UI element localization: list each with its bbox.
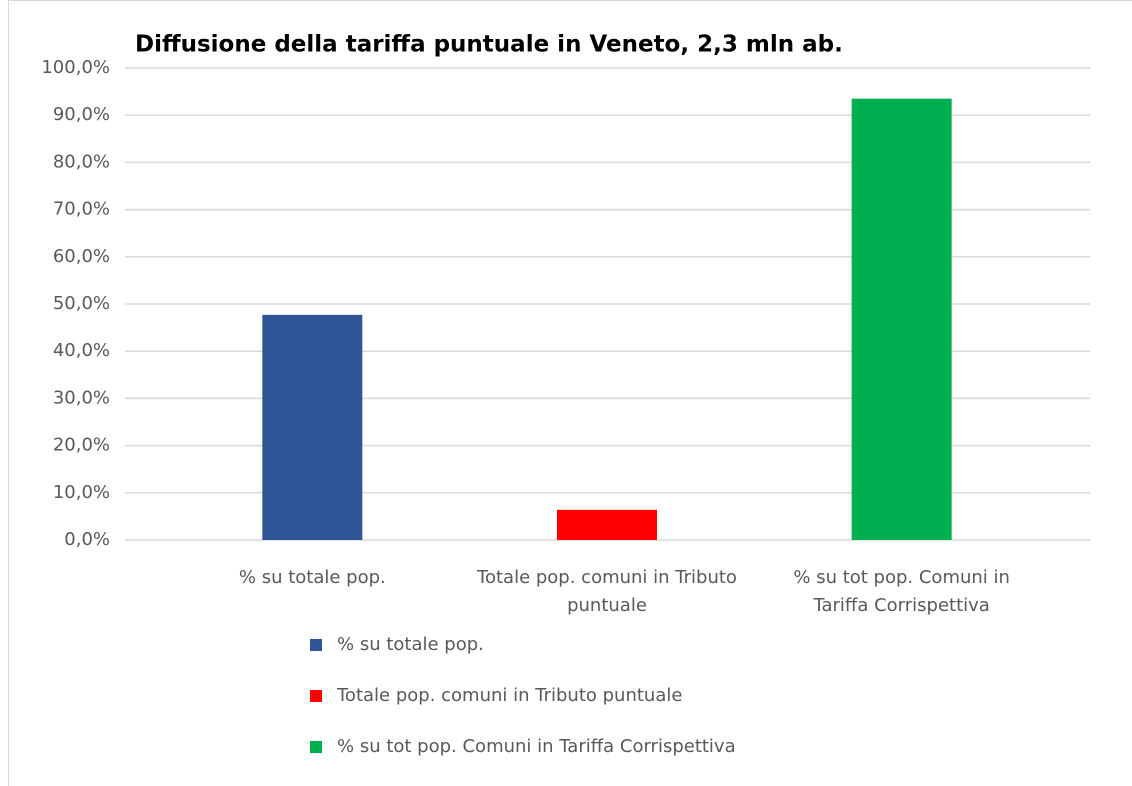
- legend-swatch: [310, 639, 322, 651]
- x-tick-label: % su totale pop.: [238, 567, 386, 588]
- legend-label: % su totale pop.: [337, 634, 484, 655]
- x-tick-label: % su tot pop. Comuni in Tariffa Corrispe…: [793, 567, 1010, 616]
- y-tick-label: 50,0%: [53, 293, 110, 314]
- y-tick-label: 0,0%: [64, 529, 110, 550]
- bar: [851, 98, 952, 541]
- y-tick-label: 40,0%: [53, 340, 110, 361]
- y-tick-label: 10,0%: [53, 482, 110, 503]
- legend-swatch: [310, 690, 322, 702]
- x-tick-label: Totale pop. comuni in Tributo puntuale: [477, 567, 737, 616]
- y-tick-label: 90,0%: [53, 104, 110, 125]
- y-tick-label: 30,0%: [53, 387, 110, 408]
- bar: [557, 509, 657, 540]
- legend-swatch: [310, 741, 322, 753]
- y-tick-label: 80,0%: [53, 151, 110, 172]
- y-tick-label: 20,0%: [53, 435, 110, 456]
- y-tick-label: 70,0%: [53, 199, 110, 220]
- y-tick-label: 60,0%: [53, 246, 110, 267]
- chart-title: Diffusione della tariffa puntuale in Ven…: [135, 32, 843, 58]
- y-tick-label: 100,0%: [41, 57, 110, 78]
- chart-frame: [8, 0, 1132, 786]
- legend-label: Totale pop. comuni in Tributo puntuale: [336, 685, 682, 706]
- bar: [262, 314, 363, 540]
- legend-label: % su tot pop. Comuni in Tariffa Corrispe…: [337, 736, 736, 757]
